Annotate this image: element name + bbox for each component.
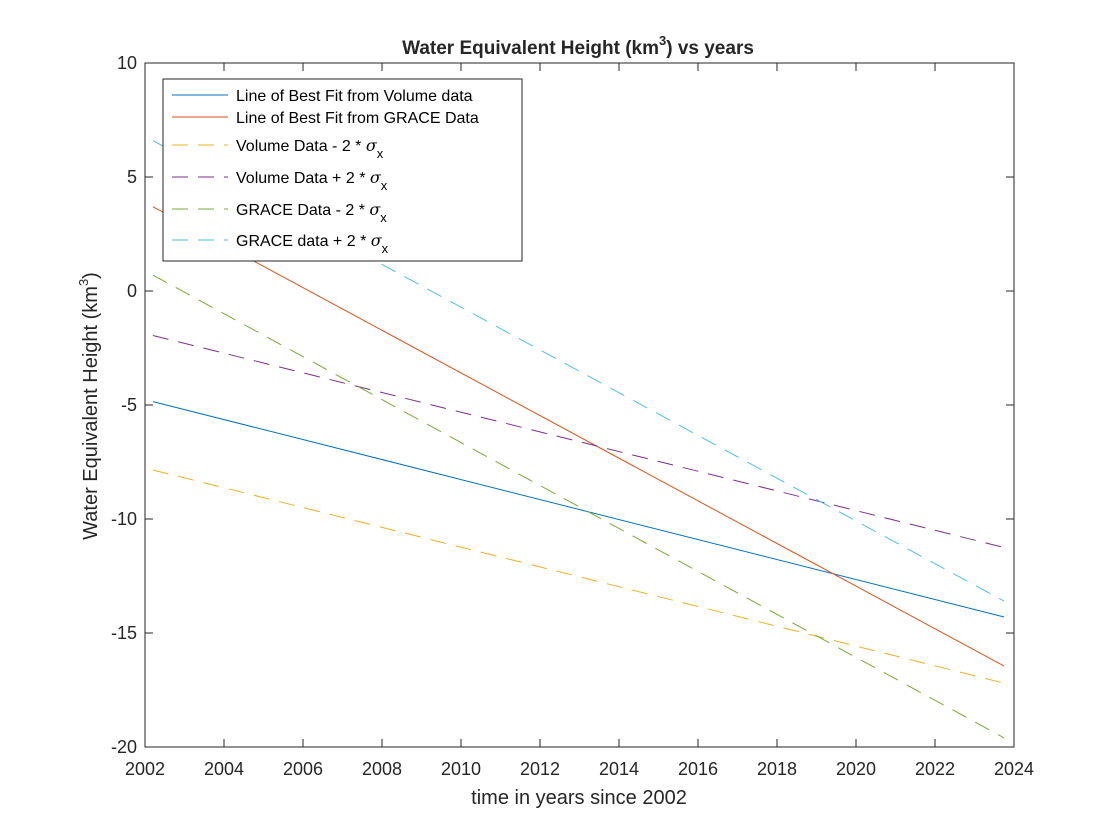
x-tick-label: 2006	[283, 759, 323, 779]
legend-label-3: Volume Data - 2 * σx	[236, 136, 384, 161]
legend-box	[162, 78, 523, 262]
legend-label-2: Line of Best Fit from GRACE Data	[236, 110, 479, 127]
y-tick-label: 5	[127, 167, 137, 187]
ylabel-superscript: 3	[76, 279, 91, 286]
legend-label-1: Line of Best Fit from Volume data	[236, 88, 473, 105]
y-tick-label: 10	[117, 53, 137, 73]
legend-label-5: GRACE Data - 2 * σx	[236, 200, 387, 225]
series-line-2	[152, 206, 1005, 667]
x-axis-label: time in years since 2002	[471, 787, 687, 809]
y-tick-label: -5	[121, 395, 137, 415]
x-tick-label: 2012	[520, 759, 560, 779]
y-tick-label: -10	[111, 509, 137, 529]
y-tick-label: 0	[127, 281, 137, 301]
x-tick-label: 2016	[678, 759, 718, 779]
title-superscript: 3	[659, 33, 666, 48]
x-tick-label: 2002	[125, 759, 165, 779]
legend-label-6: GRACE data + 2 * σx	[236, 231, 389, 256]
x-tick-label: 2004	[204, 759, 244, 779]
ticks: 2002 2004 2006 2008 2010 2012 2014 2016 2018 2020…	[111, 53, 1034, 779]
series-line-1	[152, 401, 1005, 618]
x-tick-label: 2024	[994, 759, 1034, 779]
x-tick-label: 2022	[915, 759, 955, 779]
legend: Line of Best Fit from Volume data Line o…	[162, 78, 523, 262]
x-tick-label: 2008	[362, 759, 402, 779]
y-tick-label: -15	[111, 623, 137, 643]
chart-title: Water Equivalent Height (km3) vs years	[402, 33, 754, 59]
series-line-5	[152, 274, 1005, 739]
x-tick-label: 2010	[441, 759, 481, 779]
x-tick-label: 2014	[599, 759, 639, 779]
legend-label-4: Volume Data + 2 * σx	[236, 168, 388, 193]
y-tick-label: -20	[111, 737, 137, 757]
y-axis-label: Water Equivalent Height (km3)	[76, 272, 102, 540]
x-tick-label: 2018	[757, 759, 797, 779]
series-line-3	[152, 469, 1005, 684]
x-tick-label: 2020	[836, 759, 876, 779]
series-line-4	[152, 334, 1005, 548]
